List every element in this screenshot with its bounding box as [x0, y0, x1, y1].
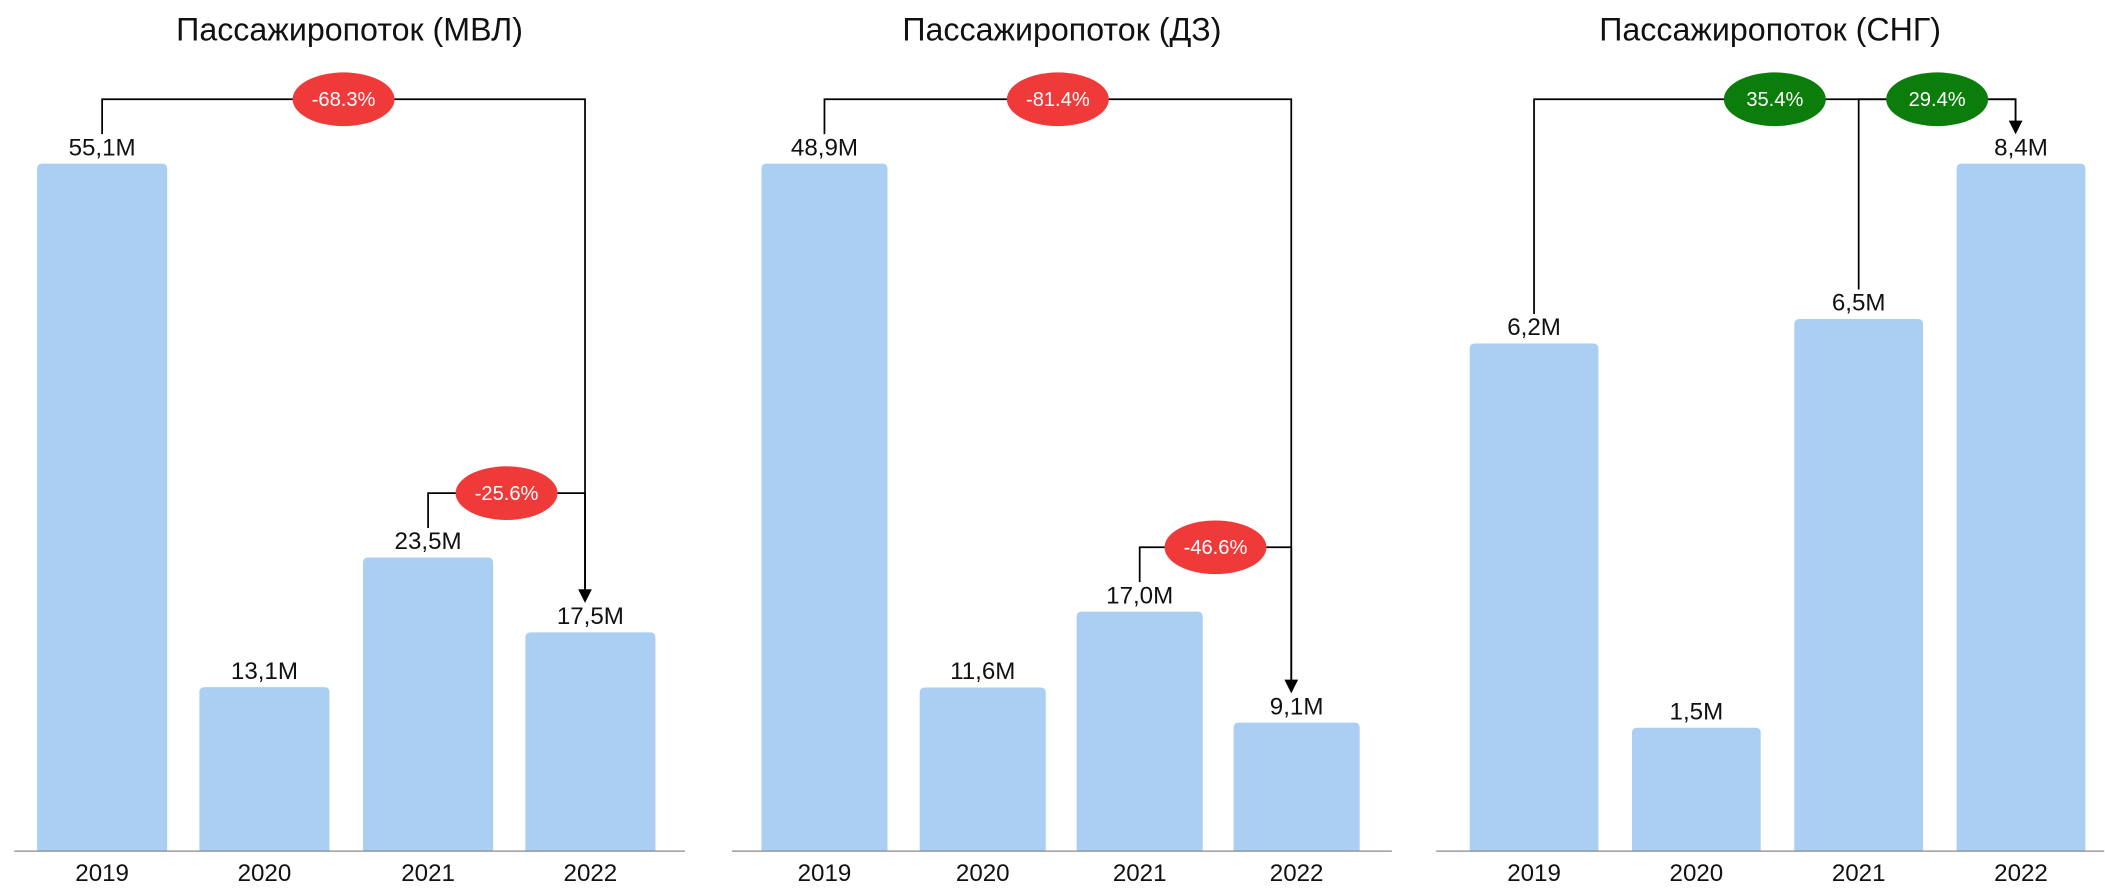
value-label: 11,6M: [950, 658, 1015, 685]
annotation-line: [823, 98, 1293, 691]
bar: [1631, 727, 1761, 851]
bar: [1233, 722, 1360, 851]
change-bubble: [455, 466, 558, 520]
change-label: 35.4%: [1746, 89, 1803, 111]
value-label: 55,1M: [69, 134, 136, 161]
x-tick-label: 2021: [1113, 860, 1167, 887]
x-tick-label: 2019: [1507, 860, 1561, 887]
chart-title: Пассажиропоток (МВЛ): [176, 12, 523, 48]
x-tick-label: 2022: [1270, 860, 1324, 887]
x-tick-label: 2022: [564, 860, 618, 887]
value-label: 9,1M: [1270, 693, 1324, 720]
bar: [199, 687, 330, 851]
change-label: -46.6%: [1184, 537, 1248, 559]
change-bubble: [1164, 520, 1267, 575]
change-bubble: [1886, 72, 1989, 127]
x-tick-label: 2019: [798, 860, 852, 887]
x-tick-label: 2022: [1994, 860, 2048, 887]
bar: [919, 687, 1046, 851]
x-tick-label: 2020: [956, 860, 1010, 887]
bar: [761, 163, 888, 851]
value-label: 48,9M: [791, 134, 858, 161]
value-label: 1,5M: [1670, 698, 1724, 725]
change-label: -81.4%: [1026, 89, 1090, 111]
bar: [525, 632, 656, 851]
change-bubble: [1723, 72, 1826, 127]
annotation-line: [1533, 98, 2017, 315]
change-bubble: [1006, 72, 1109, 127]
change-bubble: [292, 72, 395, 127]
x-tick-label: 2021: [401, 860, 455, 887]
change-label: 29.4%: [1909, 89, 1966, 111]
value-label: 17,5M: [557, 603, 624, 630]
x-tick-label: 2020: [238, 860, 292, 887]
arrow-head: [578, 589, 592, 603]
bar: [1469, 343, 1599, 851]
x-tick-label: 2019: [75, 860, 129, 887]
bar: [1076, 611, 1203, 851]
bar: [1794, 318, 1924, 851]
annotation-line: [101, 98, 586, 601]
value-label: 8,4M: [1994, 134, 2048, 161]
x-tick-label: 2020: [1670, 860, 1724, 887]
change-label: -25.6%: [475, 483, 539, 505]
chart-title: Пассажиропоток (ДЗ): [902, 12, 1221, 48]
value-label: 17,0M: [1106, 582, 1173, 609]
bar: [1956, 163, 2086, 851]
bar: [363, 557, 494, 851]
value-label: 6,5M: [1832, 290, 1886, 317]
arrow-head: [1284, 679, 1298, 694]
value-label: 23,5M: [395, 528, 462, 555]
arrow-head: [2008, 120, 2023, 135]
chart-title: Пассажиропоток (СНГ): [1599, 12, 1941, 48]
bar: [37, 163, 168, 851]
value-label: 13,1M: [231, 658, 298, 685]
x-tick-label: 2021: [1832, 860, 1886, 887]
change-label: -68.3%: [312, 89, 376, 111]
value-label: 6,2M: [1507, 314, 1561, 341]
